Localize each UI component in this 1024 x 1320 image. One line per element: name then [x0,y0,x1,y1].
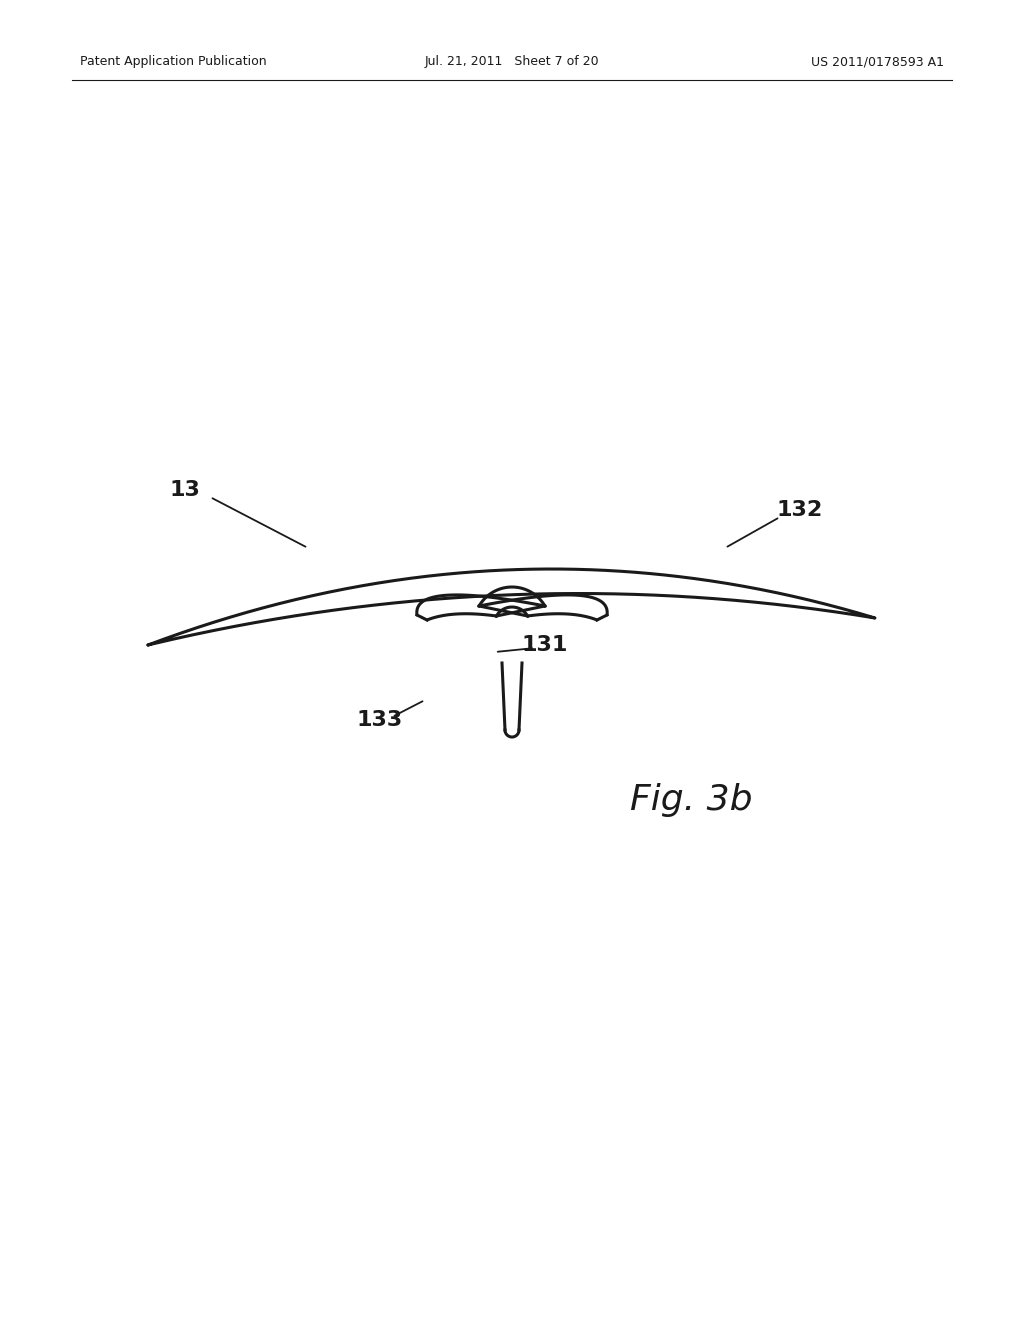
Text: Patent Application Publication: Patent Application Publication [80,55,266,69]
Text: 132: 132 [777,500,823,520]
Polygon shape [148,569,874,645]
Text: 13: 13 [170,480,201,500]
Text: US 2011/0178593 A1: US 2011/0178593 A1 [811,55,944,69]
Text: 131: 131 [522,635,568,655]
Text: Fig. 3b: Fig. 3b [630,783,753,817]
Text: 133: 133 [357,710,403,730]
Text: Jul. 21, 2011   Sheet 7 of 20: Jul. 21, 2011 Sheet 7 of 20 [425,55,599,69]
